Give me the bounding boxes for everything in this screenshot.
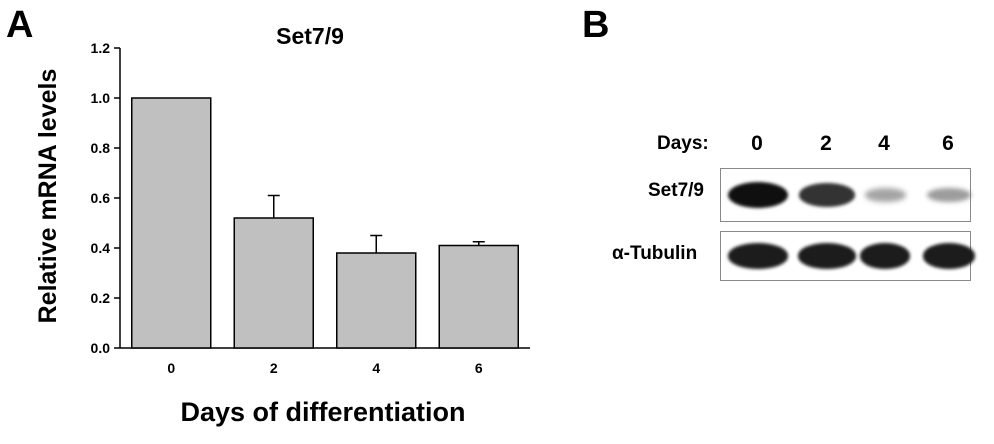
blot-row-label-set79: Set7/9 xyxy=(648,180,704,201)
blot-row-label-tubulin: α-Tubulin xyxy=(612,243,698,264)
y-tick-label: 0.8 xyxy=(91,140,111,156)
blot-band xyxy=(864,188,906,202)
bar xyxy=(336,252,417,349)
blot-band xyxy=(798,243,856,269)
y-tick-label: 0.0 xyxy=(91,340,111,356)
blot-band xyxy=(799,183,855,207)
chart-title: Set7/9 xyxy=(276,23,344,49)
y-tick-label: 1.0 xyxy=(91,90,111,106)
y-tick-label: 0.4 xyxy=(91,240,111,256)
blot-day-label: 4 xyxy=(878,132,890,155)
bar xyxy=(233,217,314,349)
days-label: Days: xyxy=(657,133,709,154)
blot-day-label: 2 xyxy=(820,132,832,155)
blot-day-label: 6 xyxy=(942,132,954,155)
blot-band xyxy=(728,243,788,269)
x-tick-label: 2 xyxy=(270,360,278,376)
blot-day-label: 0 xyxy=(751,132,763,155)
blot-band xyxy=(927,188,971,202)
bar-chart: Set7/9 Relative mRNA levels Days of diff… xyxy=(34,23,530,427)
panel-b-label: B xyxy=(582,4,610,46)
bar xyxy=(438,244,519,349)
y-tick-label: 1.2 xyxy=(91,40,111,56)
y-axis-label: Relative mRNA levels xyxy=(34,69,62,324)
tubulin-blot-strip xyxy=(720,231,975,281)
x-tick-label: 6 xyxy=(475,360,483,376)
x-axis-label: Days of differentiation xyxy=(180,397,465,427)
x-tick-label: 0 xyxy=(167,360,175,376)
y-tick-label: 0.2 xyxy=(91,290,111,306)
blot-band xyxy=(923,243,975,269)
y-tick-label: 0.6 xyxy=(91,190,111,206)
x-tick-label: 4 xyxy=(372,360,380,376)
bar xyxy=(131,97,212,349)
set79-blot-strip xyxy=(720,168,971,222)
blot-band xyxy=(860,243,910,269)
panel-a-label: A xyxy=(6,4,34,46)
blot-band xyxy=(728,182,788,208)
